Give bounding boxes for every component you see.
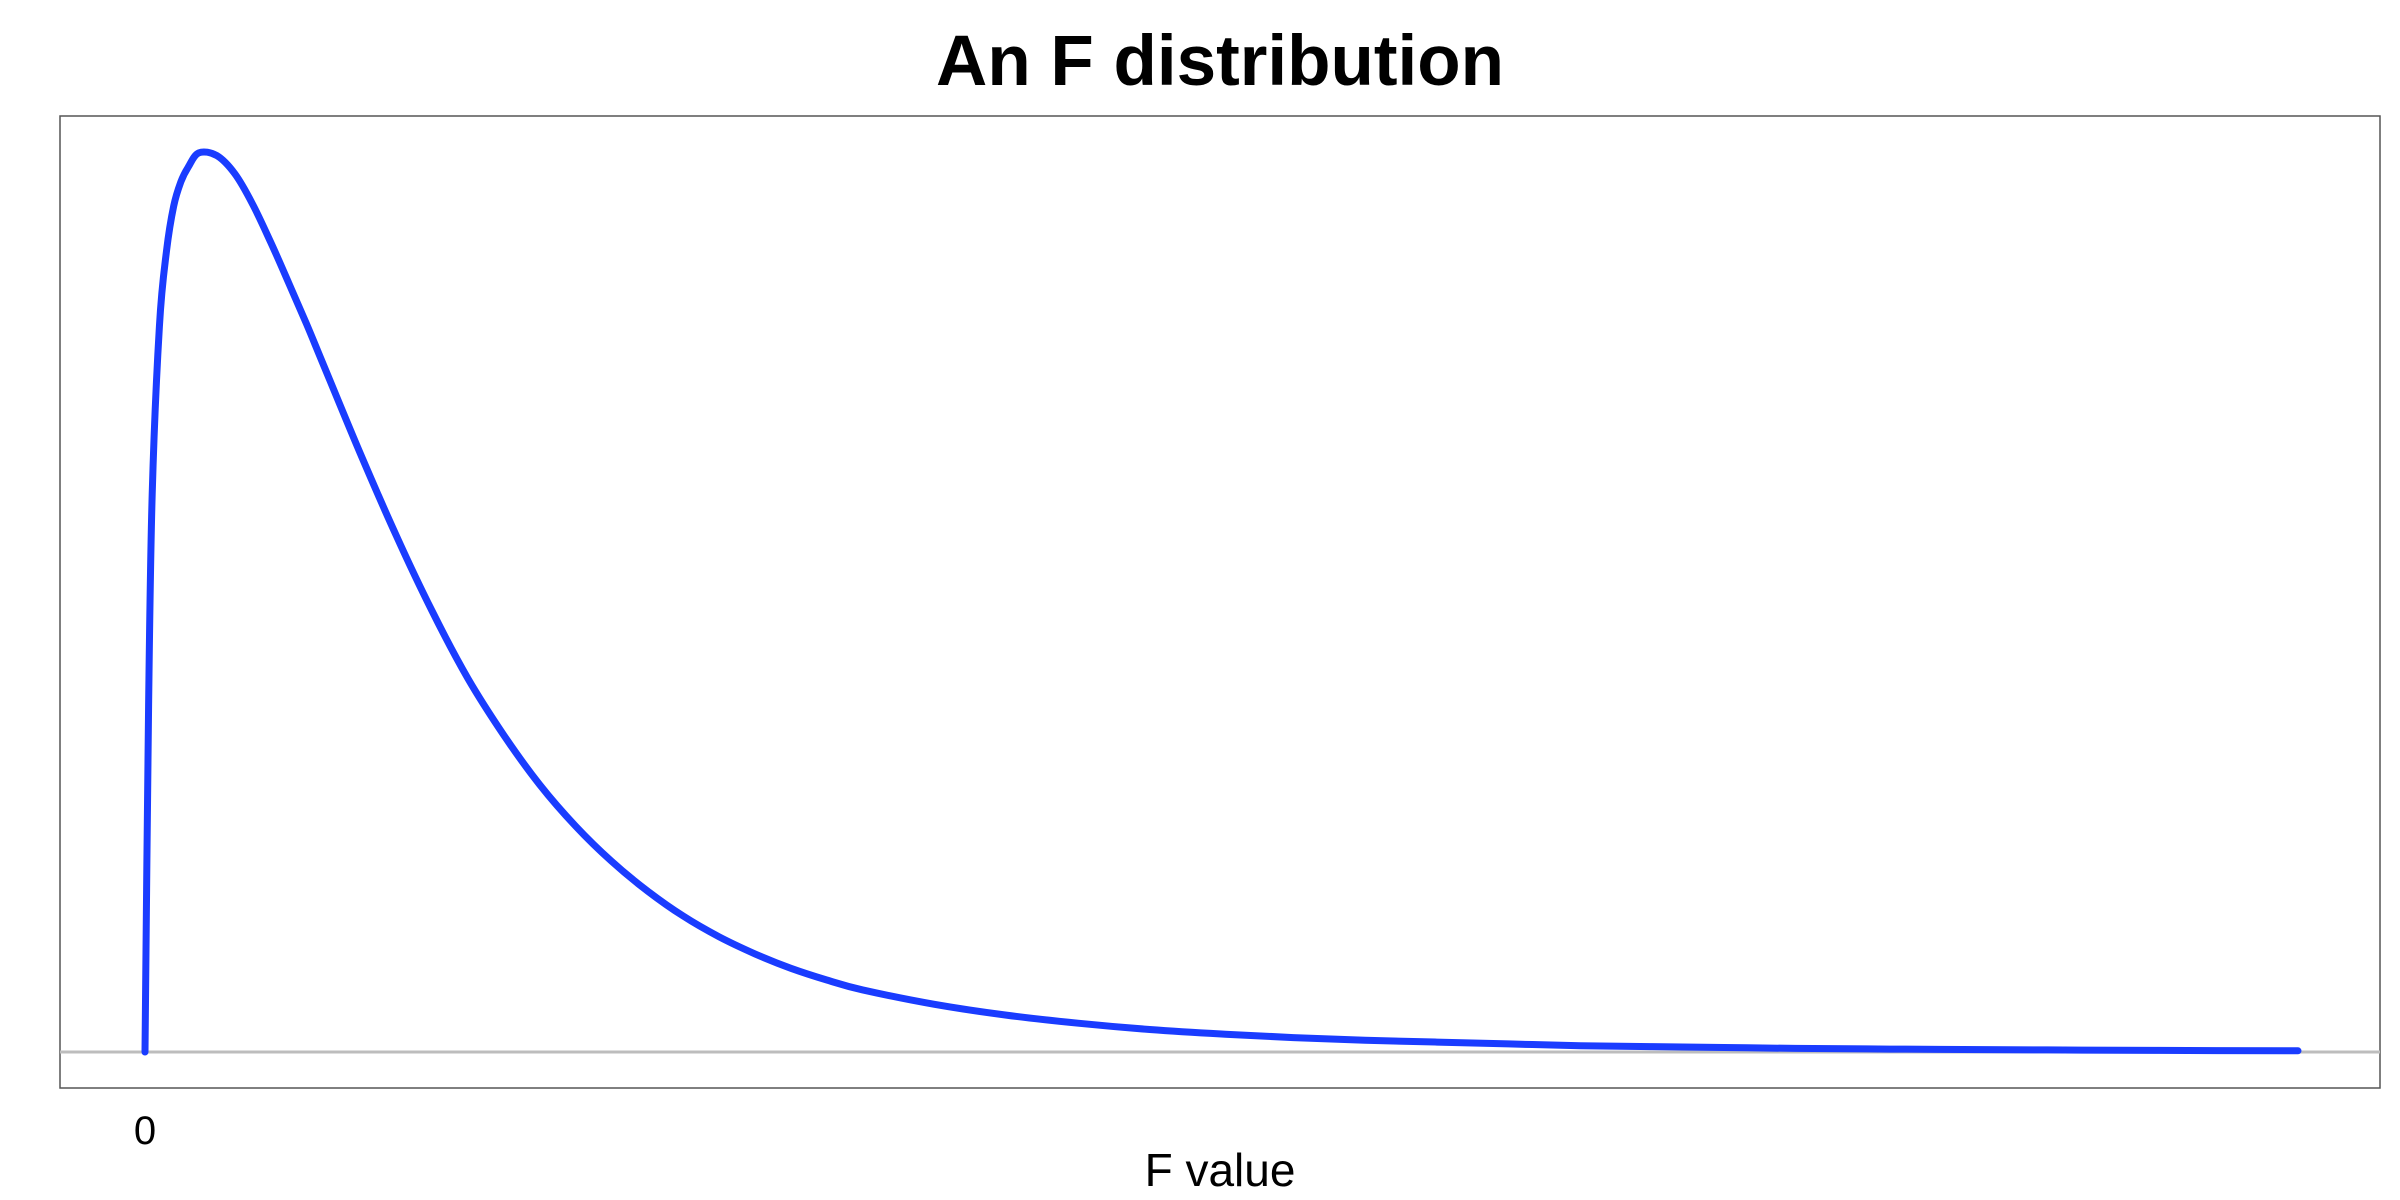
plot-frame: [59, 115, 2381, 1089]
x-axis-label: F value: [1145, 1144, 1296, 1196]
x-axis-ticks: 0: [134, 1109, 156, 1153]
x-tick-label-0: 0: [134, 1109, 156, 1153]
chart-title: An F distribution: [936, 22, 1504, 101]
density-curve: [141, 148, 2302, 1056]
